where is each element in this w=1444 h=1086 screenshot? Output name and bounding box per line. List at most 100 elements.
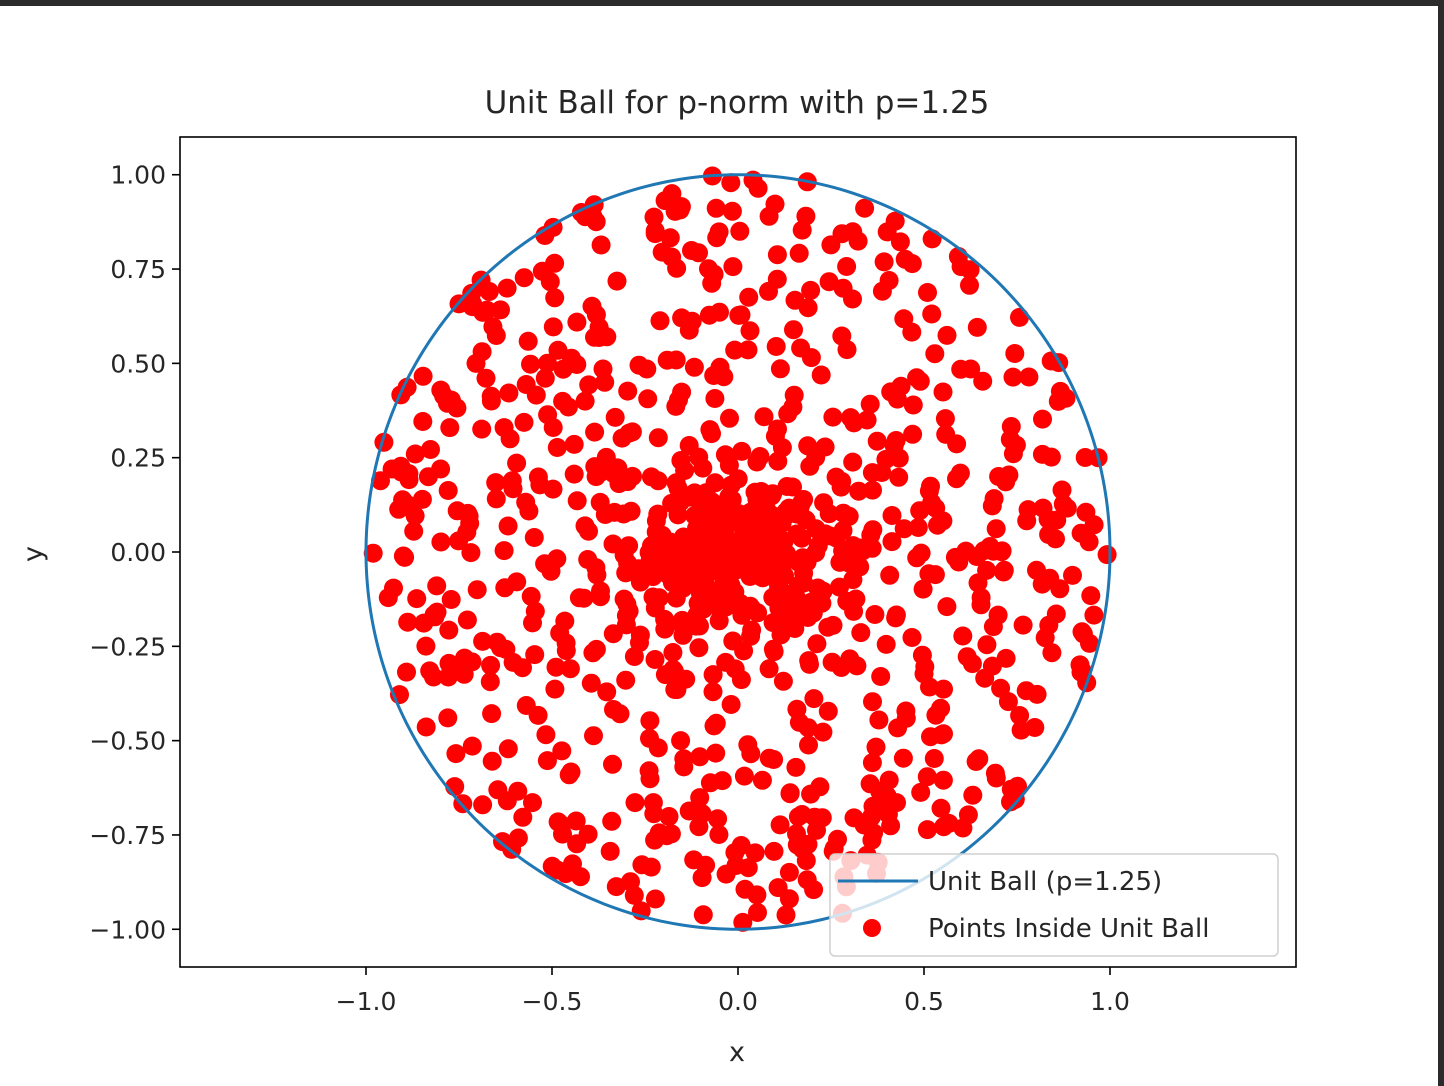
scatter-point	[823, 407, 843, 427]
scatter-point	[438, 708, 458, 728]
scatter-point	[757, 500, 777, 520]
scatter-point	[579, 521, 598, 541]
scatter-point	[569, 588, 589, 608]
scatter-point	[684, 850, 704, 870]
scatter-point	[843, 289, 862, 309]
scatter-point	[767, 544, 787, 564]
scatter-point	[895, 249, 915, 269]
scatter-point	[491, 300, 510, 320]
scatter-point	[462, 736, 482, 756]
scatter-point	[513, 658, 532, 678]
scatter-point	[648, 428, 668, 448]
scatter-point	[702, 424, 721, 444]
scatter-point	[886, 608, 906, 628]
scatter-point	[606, 877, 626, 897]
scatter-point	[650, 311, 670, 331]
scatter-point	[730, 221, 750, 241]
scatter-point	[786, 757, 806, 777]
scatter-point	[523, 793, 542, 813]
scatter-point	[754, 407, 774, 427]
scatter-point	[507, 453, 527, 473]
scatter-point	[876, 634, 896, 654]
scatter-point	[704, 366, 724, 385]
scatter-point	[730, 549, 750, 569]
scatter-point	[780, 784, 800, 804]
scatter-point	[643, 567, 663, 587]
scatter-point	[843, 570, 863, 590]
scatter-point	[731, 305, 751, 325]
scatter-point	[776, 905, 796, 925]
scatter-point	[903, 395, 923, 415]
scatter-point	[397, 662, 416, 682]
scatter-point	[486, 489, 506, 509]
scatter-point	[497, 278, 517, 298]
scatter-point	[986, 519, 1006, 539]
scatter-point	[732, 441, 752, 461]
scatter-point	[600, 841, 620, 861]
scatter-point	[1016, 681, 1036, 701]
scatter-point	[866, 737, 886, 757]
scatter-point	[967, 317, 987, 337]
scatter-point	[933, 382, 953, 402]
scatter-point	[567, 355, 587, 374]
scatter-point	[720, 408, 739, 428]
scatter-point	[670, 576, 690, 596]
scatter-point	[1033, 409, 1052, 429]
legend-scatter-marker	[863, 919, 881, 937]
scatter-point	[861, 525, 881, 545]
scatter-point	[931, 798, 951, 818]
scatter-point	[391, 462, 411, 482]
scatter-point	[759, 659, 779, 679]
scatter-point	[564, 464, 584, 484]
scatter-point	[862, 753, 882, 773]
scatter-point	[726, 856, 746, 875]
scatter-point	[660, 228, 680, 248]
scatter-point	[917, 820, 937, 840]
scatter-point	[494, 541, 514, 561]
scatter-point	[843, 452, 863, 472]
scatter-point	[750, 447, 770, 466]
scatter-point	[466, 353, 486, 373]
scatter-point	[907, 548, 927, 568]
scatter-point	[670, 200, 690, 220]
scatter-point	[564, 434, 584, 454]
scatter-point	[982, 496, 1002, 516]
scatter-point	[487, 632, 507, 652]
scatter-point	[769, 598, 789, 618]
scatter-point	[690, 505, 710, 525]
x-axis: −1.0 −0.5 0.0 0.5 1.0	[336, 967, 1130, 1016]
scatter-point	[870, 781, 890, 801]
scatter-point	[862, 463, 882, 483]
scatter-point	[1097, 545, 1117, 565]
scatter-point	[773, 671, 793, 691]
scatter-point	[999, 465, 1019, 485]
scatter-point	[937, 597, 957, 617]
scatter-point	[789, 243, 809, 263]
scatter-point	[516, 375, 536, 394]
scatter-point	[1011, 720, 1031, 740]
scatter-point	[556, 633, 576, 653]
scatter-point	[589, 328, 609, 347]
scatter-point	[998, 692, 1018, 712]
scatter-point	[779, 862, 799, 882]
scatter-point	[481, 391, 501, 411]
y-tick-label: 0.25	[110, 444, 166, 473]
scatter-point	[953, 626, 973, 646]
scatter-point	[953, 818, 973, 838]
scatter-point	[582, 296, 602, 316]
scatter-point	[486, 473, 506, 493]
scatter-point	[813, 722, 833, 742]
scatter-point	[567, 312, 587, 332]
scatter-point	[784, 385, 804, 405]
scatter-point	[644, 207, 664, 227]
scatter-point	[967, 547, 987, 566]
scatter-point	[797, 552, 817, 572]
scatter-point	[890, 232, 910, 252]
scatter-point	[543, 317, 563, 337]
scatter-point	[801, 280, 821, 300]
scatter-point	[778, 404, 798, 424]
scatter-point	[907, 368, 927, 388]
scatter-point	[702, 273, 722, 293]
legend-label-unit-ball: Unit Ball (p=1.25)	[928, 867, 1162, 897]
scatter-point	[648, 738, 668, 758]
